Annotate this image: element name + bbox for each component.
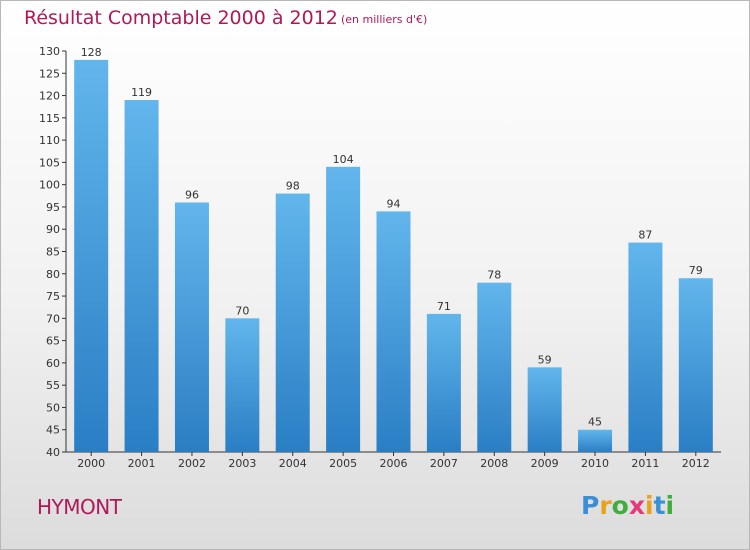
bar-2008 bbox=[477, 282, 512, 452]
chart-title: Résultat Comptable 2000 à 2012 bbox=[24, 7, 338, 29]
bar-value-label: 104 bbox=[333, 153, 354, 166]
x-tick-label: 2007 bbox=[430, 457, 458, 470]
x-tick-label: 2012 bbox=[682, 457, 710, 470]
y-tick-label: 105 bbox=[39, 156, 60, 169]
commune-name: HYMONT bbox=[37, 495, 122, 519]
bar-value-label: 128 bbox=[81, 46, 102, 59]
x-tick-label: 2006 bbox=[380, 457, 408, 470]
logo-letter: P bbox=[581, 491, 600, 520]
bar-value-label: 71 bbox=[437, 300, 451, 313]
bar-value-label: 98 bbox=[286, 180, 300, 193]
bar-2009 bbox=[527, 367, 562, 452]
bar-2010 bbox=[578, 429, 613, 452]
y-tick-label: 115 bbox=[39, 112, 60, 125]
bar-value-label: 119 bbox=[131, 86, 152, 99]
x-tick-label: 2004 bbox=[279, 457, 307, 470]
x-tick-label: 2003 bbox=[228, 457, 256, 470]
bar-value-label: 87 bbox=[638, 229, 652, 242]
logo-letter: i bbox=[665, 491, 675, 520]
x-tick-label: 2011 bbox=[631, 457, 659, 470]
y-tick-label: 60 bbox=[46, 357, 60, 370]
y-tick-label: 75 bbox=[46, 290, 60, 303]
y-tick-label: 40 bbox=[46, 446, 60, 459]
y-tick-label: 70 bbox=[46, 312, 60, 325]
y-tick-label: 100 bbox=[39, 179, 60, 192]
bar-2001 bbox=[124, 100, 159, 452]
y-tick-label: 90 bbox=[46, 223, 60, 236]
bar-2012 bbox=[678, 278, 713, 452]
bar-2007 bbox=[426, 313, 461, 452]
bar-2006 bbox=[376, 211, 411, 452]
chart-bars: 128 119 96 70 98 104 94 71 78 59 45 87 79 bbox=[74, 46, 713, 453]
x-tick-label: 2009 bbox=[531, 457, 559, 470]
bar-2011 bbox=[628, 242, 663, 452]
y-tick-label: 130 bbox=[39, 45, 60, 58]
x-tick-label: 2008 bbox=[480, 457, 508, 470]
x-tick-label: 2002 bbox=[178, 457, 206, 470]
proxiti-logo[interactable]: Proxiti bbox=[581, 491, 674, 520]
logo-letter: o bbox=[611, 491, 629, 520]
bar-value-label: 45 bbox=[588, 416, 602, 429]
bar-value-label: 78 bbox=[487, 269, 501, 282]
bar-value-label: 59 bbox=[538, 353, 552, 366]
y-tick-label: 95 bbox=[46, 201, 60, 214]
y-tick-label: 110 bbox=[39, 134, 60, 147]
y-tick-label: 50 bbox=[46, 401, 60, 414]
bar-2002 bbox=[174, 202, 209, 452]
y-tick-label: 65 bbox=[46, 335, 60, 348]
x-tick-label: 2000 bbox=[77, 457, 105, 470]
bar-2004 bbox=[275, 193, 310, 453]
bar-2003 bbox=[225, 318, 260, 452]
x-tick-label: 2005 bbox=[329, 457, 357, 470]
bar-value-label: 70 bbox=[235, 304, 249, 317]
y-tick-label: 45 bbox=[46, 424, 60, 437]
bar-value-label: 94 bbox=[387, 197, 401, 210]
logo-letter: x bbox=[628, 491, 645, 520]
y-tick-label: 85 bbox=[46, 246, 60, 259]
y-tick-label: 120 bbox=[39, 90, 60, 103]
bar-2005 bbox=[326, 166, 361, 452]
bar-value-label: 79 bbox=[689, 264, 703, 277]
logo-letter: r bbox=[599, 491, 612, 520]
x-tick-label: 2001 bbox=[128, 457, 156, 470]
bar-2000 bbox=[74, 59, 109, 453]
bar-value-label: 96 bbox=[185, 188, 199, 201]
logo-letter: i bbox=[645, 491, 654, 520]
chart-subtitle: (en milliers d'€) bbox=[341, 13, 428, 26]
y-tick-label: 55 bbox=[46, 379, 60, 392]
logo-letter: t bbox=[653, 491, 666, 520]
y-tick-label: 80 bbox=[46, 268, 60, 281]
y-tick-label: 125 bbox=[39, 67, 60, 80]
x-tick-label: 2010 bbox=[581, 457, 609, 470]
